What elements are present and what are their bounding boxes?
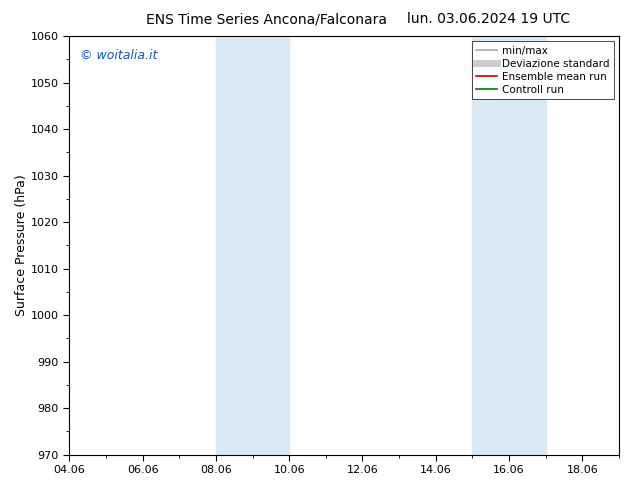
Text: ENS Time Series Ancona/Falconara: ENS Time Series Ancona/Falconara [146, 12, 387, 26]
Bar [509, 36, 546, 455]
Bar [216, 36, 252, 455]
Text: lun. 03.06.2024 19 UTC: lun. 03.06.2024 19 UTC [406, 12, 570, 26]
Bar [252, 36, 289, 455]
Legend: min/max, Deviazione standard, Ensemble mean run, Controll run: min/max, Deviazione standard, Ensemble m… [472, 41, 614, 99]
Text: © woitalia.it: © woitalia.it [81, 49, 158, 62]
Bar [472, 36, 509, 455]
Y-axis label: Surface Pressure (hPa): Surface Pressure (hPa) [15, 174, 28, 316]
